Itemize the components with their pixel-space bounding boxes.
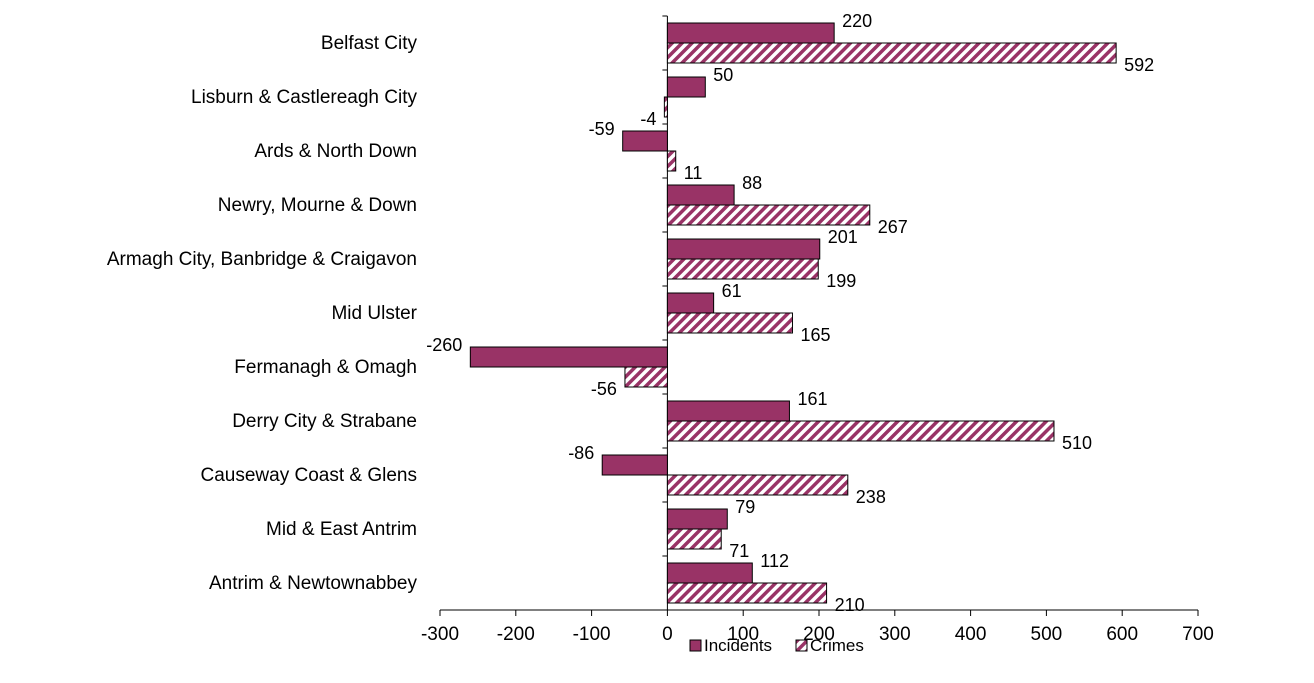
data-label: -260 — [426, 335, 462, 355]
data-label: 592 — [1124, 55, 1154, 75]
crimes-bar — [663, 96, 668, 118]
category-label: Antrim & Newtownabbey — [209, 573, 418, 594]
crimes-bar — [666, 474, 849, 496]
category-label: Derry City & Strabane — [232, 411, 417, 432]
x-tick-label: 100 — [727, 624, 759, 645]
data-label: 267 — [878, 217, 908, 237]
data-label: 71 — [729, 541, 749, 561]
x-tick-label: 300 — [879, 624, 911, 645]
incidents-bar — [666, 184, 735, 206]
category-label: Newry, Mourne & Down — [218, 195, 417, 216]
data-label: -56 — [591, 379, 617, 399]
data-label: 11 — [684, 163, 703, 183]
crimes-bar — [624, 366, 668, 388]
data-label: 201 — [828, 227, 858, 247]
crimes-bar — [666, 258, 819, 280]
data-label: 220 — [842, 11, 872, 31]
incidents-bar — [666, 508, 728, 530]
legend-label: Crimes — [810, 636, 864, 655]
x-tick-label: 200 — [803, 624, 835, 645]
x-tick-label: 600 — [1106, 624, 1138, 645]
legend-label: Incidents — [704, 636, 772, 655]
incidents-bar — [666, 292, 715, 314]
category-label: Ards & North Down — [254, 141, 417, 162]
incidents-bar — [622, 130, 668, 152]
x-tick-label: -100 — [573, 624, 611, 645]
incidents-bar — [666, 400, 790, 422]
crimes-bar — [666, 204, 871, 226]
data-label: -59 — [589, 119, 615, 139]
category-label: Mid Ulster — [331, 303, 417, 324]
incidents-bar — [601, 454, 668, 476]
data-label: 61 — [722, 281, 742, 301]
incidents-bar — [666, 76, 706, 98]
incidents-bar — [666, 22, 835, 44]
incidents-bar — [469, 346, 668, 368]
category-label: Lisburn & Castlereagh City — [191, 87, 417, 108]
data-label: 238 — [856, 487, 886, 507]
category-label: Belfast City — [321, 33, 418, 54]
plot-area: -300 -200 -100 0 100 200 300 400 500 600 700 Belfas… — [107, 11, 1214, 645]
crimes-legend-swatch — [795, 639, 808, 652]
x-tick-label: 400 — [955, 624, 987, 645]
x-tick-label: 500 — [1031, 624, 1063, 645]
data-label: -86 — [568, 443, 594, 463]
crimes-bar — [666, 528, 722, 550]
x-tick-label: 700 — [1182, 624, 1214, 645]
crimes-bar — [666, 582, 828, 604]
data-label: 112 — [760, 551, 789, 571]
crimes-bar — [666, 150, 677, 172]
data-label: 199 — [826, 271, 856, 291]
incidents-legend-swatch — [689, 639, 702, 652]
data-label: 50 — [713, 65, 733, 85]
crimes-bar — [666, 420, 1055, 442]
category-label: Fermanagh & Omagh — [234, 357, 417, 378]
x-tick-label: 0 — [662, 624, 673, 645]
crimes-bar — [666, 42, 1117, 64]
data-label: -4 — [640, 109, 656, 129]
data-label: 161 — [797, 389, 827, 409]
x-tick-label: -200 — [497, 624, 535, 645]
category-label: Causeway Coast & Glens — [201, 465, 418, 486]
x-tick-label: -300 — [421, 624, 459, 645]
legend: Incidents Crimes — [689, 636, 864, 655]
incidents-bar — [666, 238, 821, 260]
data-label: 510 — [1062, 433, 1092, 453]
data-label: 88 — [742, 173, 762, 193]
data-label: 79 — [735, 497, 755, 517]
crimes-bar — [666, 312, 793, 334]
data-label: 165 — [800, 325, 830, 345]
category-label: Mid & East Antrim — [266, 519, 417, 540]
data-label: 210 — [835, 595, 865, 615]
category-label: Armagh City, Banbridge & Craigavon — [107, 249, 417, 270]
incidents-bar — [666, 562, 753, 584]
